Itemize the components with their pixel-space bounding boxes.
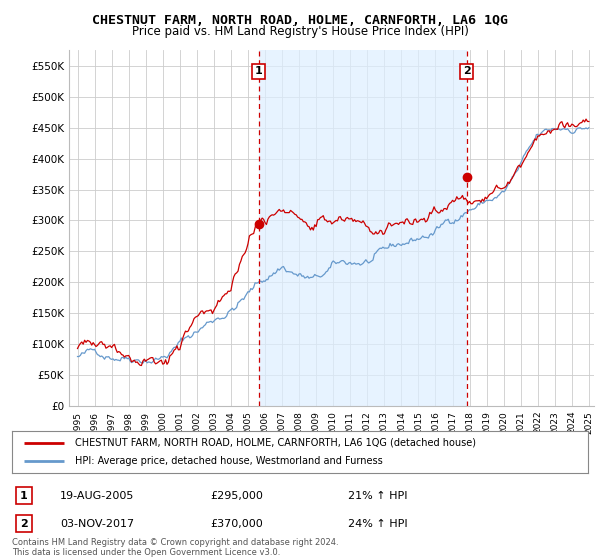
Text: £295,000: £295,000	[210, 491, 263, 501]
Text: CHESTNUT FARM, NORTH ROAD, HOLME, CARNFORTH, LA6 1QG (detached house): CHESTNUT FARM, NORTH ROAD, HOLME, CARNFO…	[76, 438, 476, 448]
Text: Price paid vs. HM Land Registry's House Price Index (HPI): Price paid vs. HM Land Registry's House …	[131, 25, 469, 38]
Text: 1: 1	[20, 491, 28, 501]
Text: £370,000: £370,000	[210, 519, 263, 529]
Text: 03-NOV-2017: 03-NOV-2017	[60, 519, 134, 529]
Text: CHESTNUT FARM, NORTH ROAD, HOLME, CARNFORTH, LA6 1QG: CHESTNUT FARM, NORTH ROAD, HOLME, CARNFO…	[92, 14, 508, 27]
Text: 19-AUG-2005: 19-AUG-2005	[60, 491, 134, 501]
Text: 1: 1	[255, 67, 263, 76]
Text: 2: 2	[463, 67, 470, 76]
Text: HPI: Average price, detached house, Westmorland and Furness: HPI: Average price, detached house, West…	[76, 456, 383, 466]
Text: 21% ↑ HPI: 21% ↑ HPI	[348, 491, 407, 501]
Bar	[259, 50, 467, 406]
Text: 24% ↑ HPI: 24% ↑ HPI	[348, 519, 407, 529]
Text: 2: 2	[20, 519, 28, 529]
Text: Contains HM Land Registry data © Crown copyright and database right 2024.
This d: Contains HM Land Registry data © Crown c…	[12, 538, 338, 557]
